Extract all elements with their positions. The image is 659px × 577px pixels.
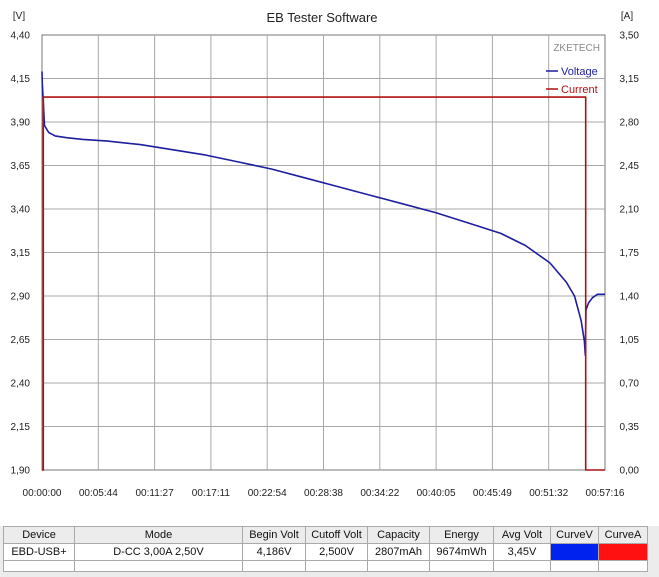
x-tick-label: 00:34:22 [360,488,399,499]
results-table-area: Device Mode Begin Volt Cutoff Volt Capac… [0,526,659,577]
y-right-tick-label: 3,15 [620,74,640,85]
grid-lines [42,35,605,470]
y-left-tick-label: 2,90 [11,292,31,303]
results-table: Device Mode Begin Volt Cutoff Volt Capac… [3,526,648,572]
cell-begin-volt: 4,186V [242,543,306,561]
y-right-tick-label: 1,75 [620,248,640,259]
y-right-tick-label: 0,35 [620,422,640,433]
header-avg-volt[interactable]: Avg Volt [493,526,551,544]
header-energy[interactable]: Energy [429,526,494,544]
y-left-tick-label: 3,90 [11,118,31,129]
x-tick-label: 00:57:16 [586,488,625,499]
chart-svg: EB Tester Software [V] [A] 00:00:00 00:05… [11,10,640,500]
y-left-tick-label: 4,40 [11,31,31,42]
y-left-tick-label: 2,65 [11,335,31,346]
y-left-tick-label: 3,15 [11,248,31,259]
series-line-current [42,96,605,471]
x-tick-label: 00:17:11 [192,488,231,499]
header-curve-a[interactable]: CurveA [598,526,648,544]
x-tick-label: 00:05:44 [79,488,118,499]
header-begin-volt[interactable]: Begin Volt [242,526,306,544]
header-device[interactable]: Device [3,526,75,544]
y-right-tick-label: 0,70 [620,379,640,390]
y-right-tick-label: 2,80 [620,118,640,129]
table-row-empty [3,560,648,572]
y-right-tick-label: 3,50 [620,31,640,42]
cell-mode: D-CC 3,00A 2,50V [74,543,243,561]
y-right-tick-label: 2,10 [620,205,640,216]
y-left-tick-label: 2,40 [11,379,31,390]
header-capacity[interactable]: Capacity [367,526,430,544]
legend: Voltage Current [546,66,598,96]
x-tick-label: 00:28:38 [304,488,343,499]
cell-avg-volt: 3,45V [493,543,551,561]
table-row[interactable]: EBD-USB+ D-CC 3,00A 2,50V 4,186V 2,500V … [3,543,648,561]
x-tick-label: 00:40:05 [417,488,456,499]
cell-curve-a[interactable] [598,543,648,561]
chart-area: EB Tester Software [V] [A] 00:00:00 00:05… [11,10,640,500]
legend-voltage-label: Voltage [561,66,598,78]
table-header-row: Device Mode Begin Volt Cutoff Volt Capac… [3,526,648,544]
y-left-tick-label: 3,40 [11,205,31,216]
header-curve-v[interactable]: CurveV [550,526,599,544]
y-right-tick-label: 0,00 [620,466,640,477]
left-axis-unit: [V] [13,11,25,22]
x-tick-label: 00:22:54 [248,488,287,499]
legend-current-label: Current [561,84,598,96]
header-mode[interactable]: Mode [74,526,243,544]
x-tick-label: 00:00:00 [23,488,62,499]
y-left-tick-label: 4,15 [11,74,31,85]
watermark: ZKETECH [553,43,600,54]
y-left-tick-label: 1,90 [11,466,31,477]
x-tick-label: 00:51:32 [529,488,568,499]
right-axis-unit: [A] [621,11,633,22]
cell-energy: 9674mWh [429,543,494,561]
tick-labels: 00:00:00 00:05:44 00:11:27 00:17:11 00:22:54… [11,31,640,500]
y-left-tick-label: 2,15 [11,422,31,433]
cell-cutoff-volt: 2,500V [305,543,368,561]
header-cutoff-volt[interactable]: Cutoff Volt [305,526,368,544]
series-layer [41,71,605,471]
curve-a-color-swatch[interactable] [599,544,647,560]
cell-curve-v[interactable] [550,543,599,561]
x-tick-label: 00:11:27 [136,488,175,499]
y-left-tick-label: 3,65 [11,161,31,172]
cell-capacity: 2807mAh [367,543,430,561]
y-right-tick-label: 1,40 [620,292,640,303]
y-right-tick-label: 2,45 [620,161,640,172]
y-right-tick-label: 1,05 [620,335,640,346]
curve-v-color-swatch[interactable] [551,544,598,560]
chart-title: EB Tester Software [266,10,377,25]
x-tick-label: 00:45:49 [473,488,512,499]
cell-device: EBD-USB+ [3,543,75,561]
